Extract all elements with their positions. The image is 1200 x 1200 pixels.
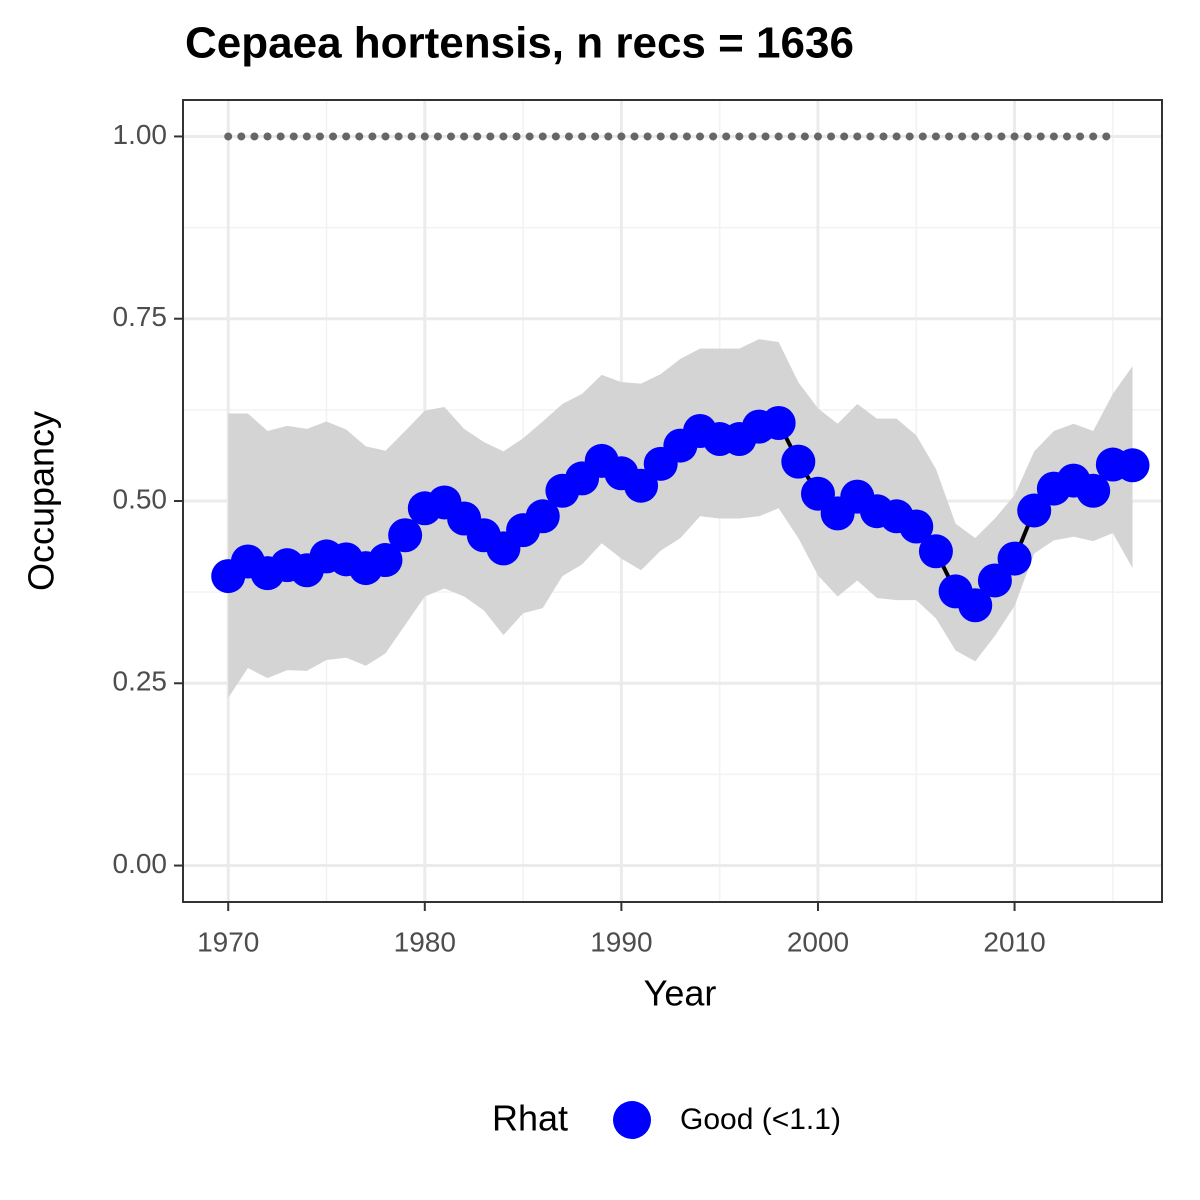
x-tick-label: 1980 — [394, 926, 456, 957]
data-point — [899, 509, 934, 544]
data-point — [368, 543, 403, 578]
legend-label: Good (<1.1) — [680, 1103, 841, 1136]
x-tick-label: 2000 — [787, 926, 849, 957]
panel-border — [182, 99, 1163, 903]
y-tick-label: 0.50 — [113, 483, 168, 514]
data-point — [761, 405, 796, 440]
data-point — [977, 563, 1012, 598]
y-tick-label: 0.75 — [113, 301, 168, 332]
y-axis-title: Occupancy — [21, 411, 62, 591]
data-point — [388, 518, 423, 553]
x-tick-label: 2010 — [983, 926, 1045, 957]
legend-marker — [613, 1101, 651, 1139]
chart-title: Cepaea hortensis, n recs = 1636 — [185, 19, 854, 68]
y-tick-label: 0.25 — [113, 666, 168, 697]
data-point — [525, 499, 560, 534]
y-tick-label: 0.00 — [113, 848, 168, 879]
x-tick-label: 1970 — [197, 926, 259, 957]
data-point — [918, 534, 953, 569]
data-point — [1017, 493, 1052, 528]
y-tick-label: 1.00 — [113, 119, 168, 150]
data-point — [1115, 448, 1150, 483]
data-point — [1076, 473, 1111, 508]
data-point — [958, 588, 993, 623]
confidence-ribbon — [228, 339, 1133, 698]
data-point — [624, 468, 659, 503]
legend-title: Rhat — [492, 1098, 568, 1139]
x-tick-label: 1990 — [590, 926, 652, 957]
data-point — [997, 541, 1032, 576]
data-point — [781, 444, 816, 479]
x-axis-title: Year — [644, 973, 717, 1014]
